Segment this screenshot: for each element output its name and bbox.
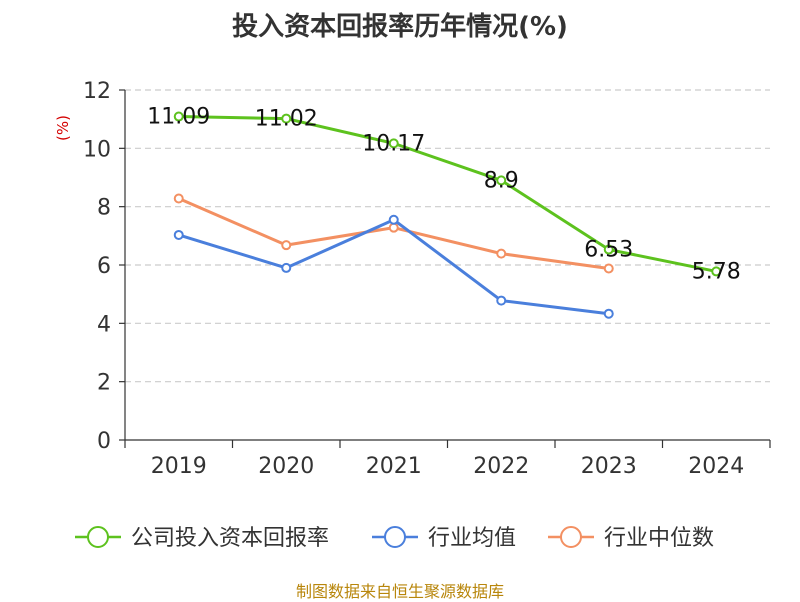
legend-item[interactable]: 公司投入资本回报率: [75, 526, 329, 551]
legend-marker: [87, 526, 109, 548]
data-point: [173, 229, 184, 240]
data-point: [496, 248, 507, 259]
y-tick-label: 8: [97, 196, 111, 221]
x-tick-label: 2024: [688, 454, 744, 479]
legend-label: 行业均值: [428, 526, 516, 551]
legend-item[interactable]: 行业中位数: [548, 526, 714, 551]
x-tick-label: 2022: [473, 454, 529, 479]
x-tick-label: 2021: [366, 454, 422, 479]
series-line: [178, 115, 717, 273]
data-label: 11.09: [147, 105, 210, 130]
x-tick-label: 2020: [258, 454, 314, 479]
data-point: [496, 295, 507, 306]
legend-marker: [384, 526, 406, 548]
data-label: 8.9: [484, 168, 519, 193]
y-tick-label: 2: [97, 371, 111, 396]
data-label: 5.78: [692, 259, 741, 284]
y-tick-label: 6: [97, 254, 111, 279]
axes: 0 2 4 6 8 10 12 2019 2020 2021 2022 2023 2024: [83, 79, 771, 479]
data-point: [281, 240, 292, 251]
data-point: [603, 244, 614, 255]
data-point: [281, 262, 292, 273]
legend: 公司投入资本回报率 行业均值 行业中位数: [75, 526, 714, 551]
data-label: 10.17: [362, 131, 425, 156]
chart-title: 投入资本回报率历年情况(%): [232, 12, 568, 42]
legend-label: 行业中位数: [604, 526, 714, 551]
legend-item[interactable]: 行业均值: [372, 526, 516, 551]
data-label: 6.53: [584, 238, 633, 263]
x-tick-label: 2023: [581, 454, 637, 479]
legend-marker: [560, 526, 582, 548]
data-point: [388, 222, 399, 233]
data-point: [281, 113, 292, 124]
y-tick-label: 4: [97, 312, 111, 337]
data-point: [711, 266, 722, 277]
x-tick-label: 2019: [151, 454, 207, 479]
y-tick-label: 0: [97, 429, 111, 454]
legend-label: 公司投入资本回报率: [131, 526, 329, 551]
data-point: [388, 138, 399, 149]
data-labels: 11.09 11.02 10.17 8.9 6.53 5.78: [147, 105, 740, 285]
data-point: [173, 111, 184, 122]
y-tick-label: 12: [83, 79, 111, 104]
y-axis-label: (%): [54, 115, 72, 141]
source-note: 制图数据来自恒生聚源数据库: [295, 582, 504, 601]
data-label: 11.02: [255, 107, 318, 132]
y-tick-label: 10: [83, 137, 111, 162]
data-point: [173, 193, 184, 204]
data-point: [496, 175, 507, 186]
series-group: [173, 111, 722, 319]
data-point: [388, 214, 399, 225]
grid-lines: [125, 89, 770, 383]
series-line: [178, 218, 609, 316]
data-point: [603, 263, 614, 274]
data-point: [603, 308, 614, 319]
